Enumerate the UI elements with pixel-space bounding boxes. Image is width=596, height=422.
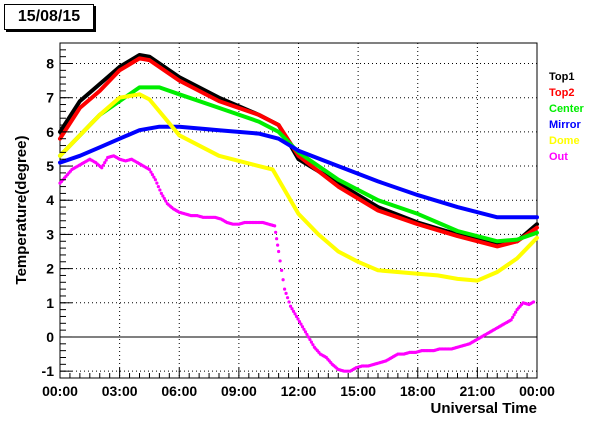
point-out (103, 161, 107, 165)
point-out (162, 196, 166, 201)
point-out (104, 158, 108, 162)
line-dome (58, 92, 539, 283)
point-out (274, 230, 278, 234)
y-tick-label: 4 (46, 192, 54, 208)
axes-group: 00:00 03:00 06:00 09:00 12:00 15:00 18:00 21:00… (42, 49, 555, 399)
point-out (293, 312, 297, 316)
point-out (300, 325, 305, 329)
legend-entry-mirror: Mirror (549, 119, 581, 131)
line-top2 (58, 56, 539, 249)
point-out (311, 343, 315, 347)
x-tick-label: 15:00 (340, 383, 376, 399)
point-out (302, 327, 306, 331)
point-out (101, 163, 105, 167)
x-tick-label: 00:00 (42, 383, 78, 399)
y-tick-label: 8 (46, 56, 54, 72)
y-tick-label: 5 (46, 158, 54, 174)
series-group (58, 53, 539, 373)
point-out (281, 278, 285, 282)
point-out (164, 199, 168, 203)
y-tick-label: 3 (46, 226, 54, 242)
point-out (306, 335, 311, 339)
point-out (299, 322, 303, 326)
y-tick-label: 0 (46, 329, 54, 345)
x-tick-label: 06:00 (161, 383, 197, 399)
point-out (275, 237, 279, 241)
point-out (153, 178, 157, 182)
point-out (100, 166, 104, 170)
point-out (147, 167, 152, 172)
point-out (149, 170, 153, 174)
point-out (280, 268, 284, 272)
point-out (155, 181, 159, 185)
point-out (284, 291, 288, 295)
point-out (276, 243, 280, 247)
series-out (58, 154, 536, 373)
point-out (282, 287, 287, 291)
point-out (158, 188, 162, 192)
legend-entry-top2: Top2 (549, 87, 575, 99)
x-tick-label: 09:00 (221, 383, 257, 399)
point-out (512, 313, 516, 317)
point-out (150, 173, 155, 177)
x-tick-label: 12:00 (281, 383, 317, 399)
point-out (303, 330, 308, 334)
point-out (159, 191, 163, 196)
point-out (287, 300, 291, 304)
point-out (278, 259, 282, 263)
line-center (58, 85, 539, 244)
y-tick-label: 1 (46, 295, 54, 311)
y-tick-label: 2 (46, 261, 54, 277)
point-out (152, 175, 156, 179)
x-axis-label: Universal Time (431, 400, 537, 417)
line-mirror (58, 124, 539, 220)
point-out (273, 224, 277, 228)
point-out (294, 314, 299, 319)
y-tick-label: 7 (46, 90, 54, 106)
point-out (305, 332, 309, 337)
point-out (308, 337, 312, 342)
y-axis-label: Temperature(degree) (13, 136, 30, 285)
point-out (297, 319, 302, 324)
y-tick-label: 6 (46, 124, 54, 140)
point-out (277, 249, 281, 254)
point-out (161, 194, 165, 198)
y-tick-label: -1 (42, 363, 55, 379)
x-tick-label: 03:00 (102, 383, 138, 399)
legend-entry-dome: Dome (549, 135, 580, 147)
point-out (511, 315, 515, 319)
point-out (296, 317, 300, 321)
point-out (531, 300, 536, 304)
point-out (514, 310, 518, 314)
x-tick-label: 00:00 (519, 383, 555, 399)
point-out (285, 296, 290, 300)
point-out (156, 184, 160, 189)
point-out (291, 309, 296, 313)
legend-entry-top1: Top1 (549, 71, 575, 83)
point-out (309, 340, 314, 344)
point-out (288, 304, 293, 308)
point-out (509, 318, 513, 322)
legend-entry-out: Out (549, 151, 568, 163)
point-out (290, 307, 294, 311)
x-tick-label: 21:00 (459, 383, 495, 399)
date-label: 15/08/15 (4, 4, 94, 30)
x-tick-label: 18:00 (400, 383, 436, 399)
legend-entry-center: Center (549, 103, 584, 115)
